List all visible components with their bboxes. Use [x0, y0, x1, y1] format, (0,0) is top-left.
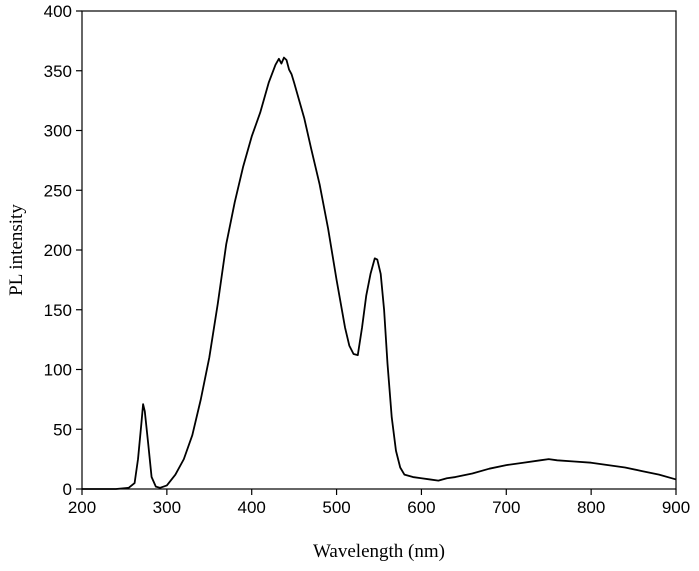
- y-tick-label: 350: [44, 62, 72, 81]
- x-tick-label: 500: [322, 498, 350, 517]
- y-tick-label: 0: [63, 480, 72, 499]
- y-tick-label: 50: [53, 420, 72, 439]
- y-tick-label: 250: [44, 181, 72, 200]
- x-axis: 200 300 400 500 600 700 800 900: [68, 489, 690, 517]
- y-axis: 0 50 100 150 200 250 300 350 400: [44, 2, 82, 499]
- x-tick-label: 600: [407, 498, 435, 517]
- y-tick-label: 150: [44, 301, 72, 320]
- x-tick-label: 900: [662, 498, 690, 517]
- x-tick-label: 300: [153, 498, 181, 517]
- y-tick-label: 300: [44, 122, 72, 141]
- y-axis-title: PL intensity: [6, 204, 27, 296]
- y-tick-label: 200: [44, 241, 72, 260]
- y-tick-label: 100: [44, 361, 72, 380]
- x-tick-label: 200: [68, 498, 96, 517]
- x-axis-title: Wavelength (nm): [313, 541, 445, 562]
- x-tick-label: 400: [238, 498, 266, 517]
- x-tick-label: 700: [492, 498, 520, 517]
- series-line: [82, 56, 677, 490]
- y-tick-label: 400: [44, 2, 72, 21]
- plot-frame: [81, 10, 677, 490]
- x-tick-label: 800: [577, 498, 605, 517]
